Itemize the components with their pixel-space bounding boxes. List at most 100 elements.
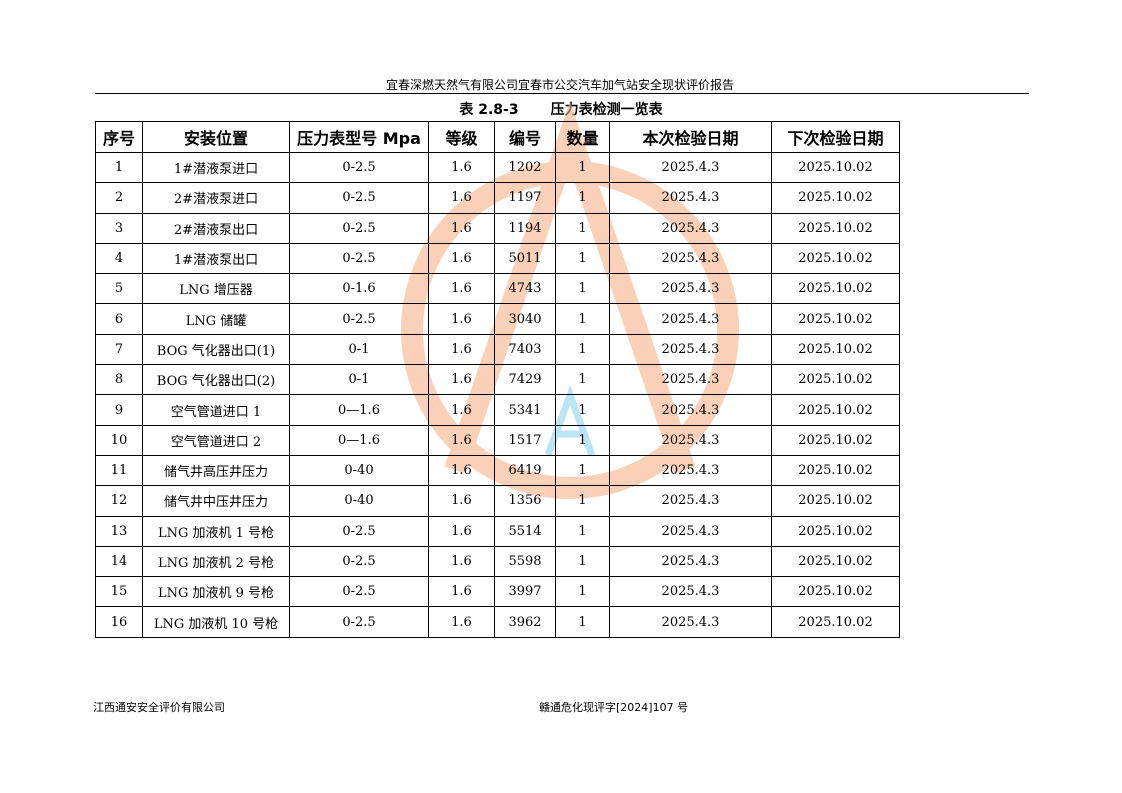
table-cell: 2025.10.02: [771, 424, 900, 456]
table-cell: 3997: [494, 576, 556, 608]
table-cell: 1356: [494, 485, 556, 517]
table-cell: 2025.10.02: [771, 394, 900, 426]
table-cell: 1#潜液泵进口: [142, 151, 290, 184]
column-header: 序号: [95, 121, 143, 153]
table-cell: 1: [555, 242, 610, 275]
table-cell: 1202: [494, 151, 556, 184]
table-cell: 1: [555, 576, 610, 608]
table-cell: 2025.10.02: [771, 515, 900, 547]
table-cell: 1.6: [428, 182, 495, 214]
table-cell: 0-2.5: [289, 515, 429, 547]
table-cell: 0-2.5: [289, 242, 429, 275]
table-cell: 1: [95, 151, 143, 184]
table-cell: 0—1.6: [289, 394, 429, 426]
table-cell: 7403: [494, 333, 556, 366]
table-cell: 1: [555, 303, 610, 335]
table-cell: BOG 气化器出口(1): [142, 333, 290, 366]
table-cell: 0-40: [289, 454, 429, 487]
table-cell: 6419: [494, 454, 556, 487]
table-cell: 1517: [494, 424, 556, 456]
table-cell: 9: [95, 394, 143, 426]
table-row: 2 2#潜液泵进口 0-2.5 1.6 1197 1 2025.4.3 2025.10.02: [95, 182, 900, 214]
table-cell: 16: [95, 606, 143, 638]
table-cell: 2025.10.02: [771, 212, 900, 244]
table-cell: 空气管道进口 2: [142, 424, 290, 456]
caption-title: 压力表检测一览表: [550, 102, 663, 118]
table-cell: 1.6: [428, 151, 495, 184]
table-cell: 13: [95, 515, 143, 547]
table-cell: 7: [95, 333, 143, 366]
table-cell: 1: [555, 545, 610, 578]
table-cell: 4743: [494, 273, 556, 305]
table-cell: 2025.4.3: [609, 394, 772, 426]
column-header: 本次检验日期: [609, 121, 772, 153]
table-cell: 1197: [494, 182, 556, 214]
table-cell: 储气井高压井压力: [142, 454, 290, 487]
table-row: 4 1#潜液泵出口 0-2.5 1.6 5011 1 2025.4.3 2025.10.02: [95, 242, 900, 275]
table-cell: 2025.10.02: [771, 333, 900, 366]
table-row: 7 BOG 气化器出口(1) 0-1 1.6 7403 1 2025.4.3 2025.10.…: [95, 333, 900, 366]
table-row: 14 LNG 加液机 2 号枪 0-2.5 1.6 5598 1 2025.4.3 2025.…: [95, 545, 900, 578]
header-title: 宜春深燃天然气有限公司宜春市公交汽车加气站安全现状评价报告: [386, 78, 735, 92]
table-cell: 1: [555, 151, 610, 184]
table-cell: 6: [95, 303, 143, 335]
table-caption: 表 2.8-3 压力表检测一览表: [0, 99, 1122, 119]
table-cell: 12: [95, 485, 143, 517]
table-cell: 3040: [494, 303, 556, 335]
table-cell: 1194: [494, 212, 556, 244]
table-cell: 1.6: [428, 242, 495, 275]
table-cell: 1.6: [428, 545, 495, 578]
table-cell: 2025.4.3: [609, 182, 772, 214]
table-cell: LNG 加液机 9 号枪: [142, 576, 290, 608]
table-cell: 5: [95, 273, 143, 305]
table-cell: 1: [555, 515, 610, 547]
table-cell: 2025.4.3: [609, 606, 772, 638]
table-cell: 0-40: [289, 485, 429, 517]
table-cell: 5341: [494, 394, 556, 426]
table-cell: 1.6: [428, 576, 495, 608]
table-cell: 2025.10.02: [771, 485, 900, 517]
table-cell: 1.6: [428, 606, 495, 638]
table-cell: 2: [95, 182, 143, 214]
table-row: 5 LNG 增压器 0-1.6 1.6 4743 1 2025.4.3 2025.10.02: [95, 273, 900, 305]
table-cell: 2025.4.3: [609, 576, 772, 608]
table-cell: 2025.4.3: [609, 333, 772, 366]
table-cell: 2025.4.3: [609, 303, 772, 335]
table-cell: LNG 加液机 2 号枪: [142, 545, 290, 578]
table-cell: 3: [95, 212, 143, 244]
table-cell: 15: [95, 576, 143, 608]
table-cell: 1.6: [428, 424, 495, 456]
table-cell: 0-2.5: [289, 151, 429, 184]
table-cell: 1: [555, 333, 610, 366]
table-cell: 储气井中压井压力: [142, 485, 290, 517]
table-cell: LNG 储罐: [142, 303, 290, 335]
table-cell: 1.6: [428, 212, 495, 244]
table-cell: 4: [95, 242, 143, 275]
table-cell: 0-1.6: [289, 273, 429, 305]
table-row: 15 LNG 加液机 9 号枪 0-2.5 1.6 3997 1 2025.4.3 2025.…: [95, 576, 900, 608]
table-cell: 1: [555, 606, 610, 638]
table-cell: 0-2.5: [289, 303, 429, 335]
footer-doc-number: 赣通危化现评字[2024]107 号: [539, 701, 689, 714]
table-cell: 0-2.5: [289, 182, 429, 214]
table-row: 13 LNG 加液机 1 号枪 0-2.5 1.6 5514 1 2025.4.3 2025.…: [95, 515, 900, 547]
table-cell: 0-1: [289, 333, 429, 366]
table-cell: 2025.10.02: [771, 182, 900, 214]
table-cell: 2025.4.3: [609, 151, 772, 184]
table-cell: 11: [95, 454, 143, 487]
table-cell: 2025.10.02: [771, 242, 900, 275]
table-cell: 5514: [494, 515, 556, 547]
table-cell: 1#潜液泵出口: [142, 242, 290, 275]
table-cell: 2025.4.3: [609, 273, 772, 305]
table-cell: 2025.4.3: [609, 424, 772, 456]
table-cell: 1: [555, 485, 610, 517]
table-cell: 2#潜液泵出口: [142, 212, 290, 244]
table-cell: 2025.4.3: [609, 364, 772, 396]
table-cell: 1: [555, 182, 610, 214]
table-cell: 3962: [494, 606, 556, 638]
table-cell: LNG 加液机 10 号枪: [142, 606, 290, 638]
table-cell: 1: [555, 273, 610, 305]
table-cell: 1: [555, 454, 610, 487]
table-cell: 2025.10.02: [771, 273, 900, 305]
table-cell: 2025.10.02: [771, 545, 900, 578]
